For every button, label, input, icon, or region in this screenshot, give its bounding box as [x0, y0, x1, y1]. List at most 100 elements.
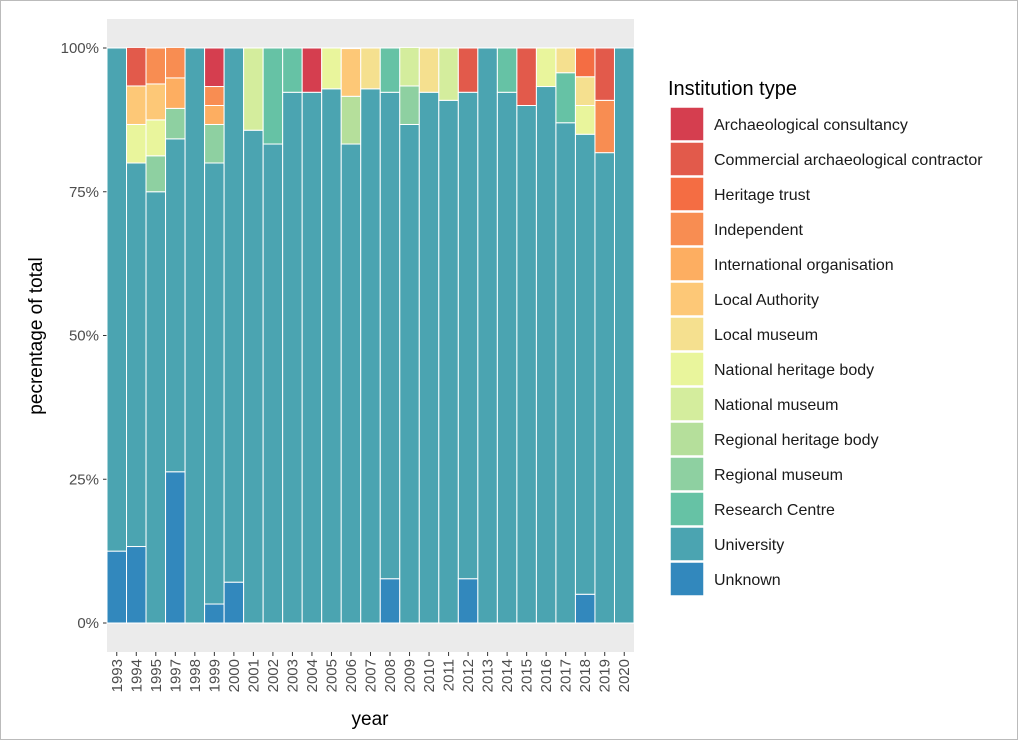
- bar-segment: [204, 603, 225, 624]
- bar-segment: [165, 471, 186, 624]
- y-tick-label: 0%: [77, 615, 99, 632]
- bar-segment: [301, 47, 323, 93]
- bar-segment: [418, 91, 440, 624]
- x-tick-label: 2006: [343, 659, 360, 692]
- x-tick-label: 2007: [363, 659, 380, 692]
- bar-segment: [165, 46, 186, 79]
- x-tick-label: 2013: [480, 659, 497, 692]
- x-tick-label: 2000: [226, 659, 243, 692]
- bar-segment: [340, 143, 362, 624]
- legend-key: [669, 386, 705, 422]
- bar-segment: [165, 77, 186, 109]
- bar-segment: [126, 46, 147, 87]
- bar-segment: [379, 578, 401, 624]
- bar-segment: [126, 85, 147, 125]
- x-tick-label: 1993: [109, 659, 126, 692]
- x-tick-label: 2018: [577, 659, 594, 692]
- legend-label: National museum: [714, 397, 839, 414]
- x-tick-label: 2008: [382, 659, 399, 692]
- legend-key: [669, 526, 705, 562]
- bar-segment: [516, 105, 537, 624]
- x-tick-label: 2020: [616, 659, 633, 692]
- bar-segment: [321, 88, 342, 624]
- bar-segment: [126, 123, 147, 164]
- x-tick-label: 2019: [597, 659, 614, 692]
- y-tick-label: 25%: [69, 471, 99, 488]
- bar-segment: [126, 546, 147, 624]
- x-tick-label: 1995: [148, 659, 165, 692]
- legend-key: [669, 176, 705, 212]
- bar-segment: [223, 581, 245, 624]
- legend-label: Heritage trust: [714, 187, 811, 204]
- bar-segment: [594, 152, 615, 624]
- x-tick-label: 2017: [558, 659, 575, 692]
- bar-segment: [165, 107, 186, 140]
- bar-segment: [496, 91, 518, 624]
- bar-segment: [555, 47, 576, 74]
- x-tick-label: 2009: [402, 659, 419, 692]
- bar-segment: [106, 47, 128, 552]
- bar-segment: [535, 86, 557, 624]
- x-tick-label: 1997: [167, 659, 184, 692]
- legend-label: Independent: [714, 222, 804, 239]
- bar-segment: [126, 162, 147, 548]
- bar-segment: [282, 91, 303, 624]
- bar-segment: [145, 191, 167, 624]
- x-tick-label: 2004: [304, 659, 321, 692]
- legend-key: [669, 281, 705, 317]
- legend-key: [669, 351, 705, 387]
- x-tick-label: 1999: [206, 659, 223, 692]
- legend-key: [669, 456, 705, 492]
- bar-segment: [204, 162, 225, 605]
- x-tick-label: 2003: [284, 659, 301, 692]
- x-tick-label: 2016: [538, 659, 555, 692]
- legend-title: Institution type: [668, 78, 797, 100]
- bar-segment: [321, 47, 342, 90]
- legend-key: [669, 491, 705, 527]
- legend-key: [669, 246, 705, 282]
- legend-label: International organisation: [714, 257, 894, 274]
- legend-key: [669, 421, 705, 457]
- legend-label: Commercial archaeological contractor: [714, 152, 983, 169]
- bar-segment: [418, 47, 440, 93]
- bar-segment: [613, 47, 635, 624]
- bar-segment: [574, 47, 596, 78]
- bar-segment: [204, 123, 225, 164]
- x-tick-label: 2014: [499, 659, 516, 692]
- legend-label: National heritage body: [714, 362, 874, 379]
- y-tick-label: 50%: [69, 328, 99, 345]
- x-tick-label: 1998: [187, 659, 204, 692]
- x-tick-label: 2010: [421, 659, 438, 692]
- bar-segment: [165, 138, 186, 473]
- legend-label: Local museum: [714, 327, 818, 344]
- legend-label: Archaeological consultancy: [714, 117, 908, 134]
- bar-segment: [379, 91, 401, 580]
- bar-segment: [145, 47, 167, 85]
- bar-segment: [262, 47, 284, 145]
- legend-key: [669, 141, 705, 177]
- bar-segment: [340, 95, 362, 145]
- bar-segment: [399, 123, 420, 624]
- legend-label: Local Authority: [714, 292, 819, 309]
- bar-segment: [457, 47, 479, 93]
- legend-label: Research Centre: [714, 502, 835, 519]
- bar-segment: [457, 578, 479, 624]
- x-tick-label: 2005: [323, 659, 340, 692]
- x-tick-label: 2012: [460, 659, 477, 692]
- bar-segment: [360, 88, 381, 624]
- y-tick-label: 100%: [61, 40, 99, 57]
- bar-segment: [223, 47, 245, 583]
- bar-segment: [399, 85, 420, 125]
- legend-label: University: [714, 537, 784, 554]
- legend-label: Unknown: [714, 572, 781, 589]
- bar-segment: [555, 122, 576, 624]
- bar-segment: [360, 47, 381, 90]
- bar-segment: [574, 593, 596, 624]
- legend-label: Regional museum: [714, 467, 843, 484]
- bar-segment: [282, 47, 303, 93]
- legend-key: [669, 211, 705, 247]
- bar-segment: [204, 47, 225, 88]
- bar-segment: [574, 76, 596, 106]
- y-axis-title: pecrentage of total: [26, 257, 47, 414]
